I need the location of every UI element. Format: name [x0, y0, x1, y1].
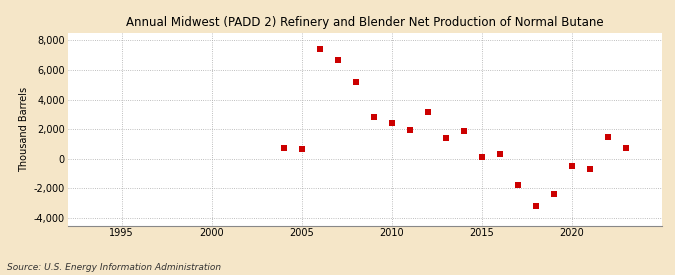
Point [350, 80, 361, 84]
Point [440, 136, 451, 140]
Point [584, 167, 595, 171]
Point [404, 128, 415, 132]
Point [386, 121, 397, 125]
Y-axis label: Thousand Barrels: Thousand Barrels [20, 87, 29, 172]
Point [278, 146, 289, 151]
Point [476, 155, 487, 160]
Title: Annual Midwest (PADD 2) Refinery and Blender Net Production of Normal Butane: Annual Midwest (PADD 2) Refinery and Ble… [126, 16, 603, 29]
Point [368, 115, 379, 120]
Point [332, 58, 343, 63]
Point [530, 204, 541, 208]
Point [458, 129, 469, 134]
Point [296, 147, 307, 152]
Point [314, 47, 325, 51]
Point [512, 183, 523, 187]
Point [494, 152, 505, 156]
Point [422, 110, 433, 114]
Point [566, 164, 577, 169]
Text: Source: U.S. Energy Information Administration: Source: U.S. Energy Information Administ… [7, 263, 221, 272]
Point [602, 135, 613, 140]
Point [620, 146, 631, 151]
Point [548, 191, 559, 196]
